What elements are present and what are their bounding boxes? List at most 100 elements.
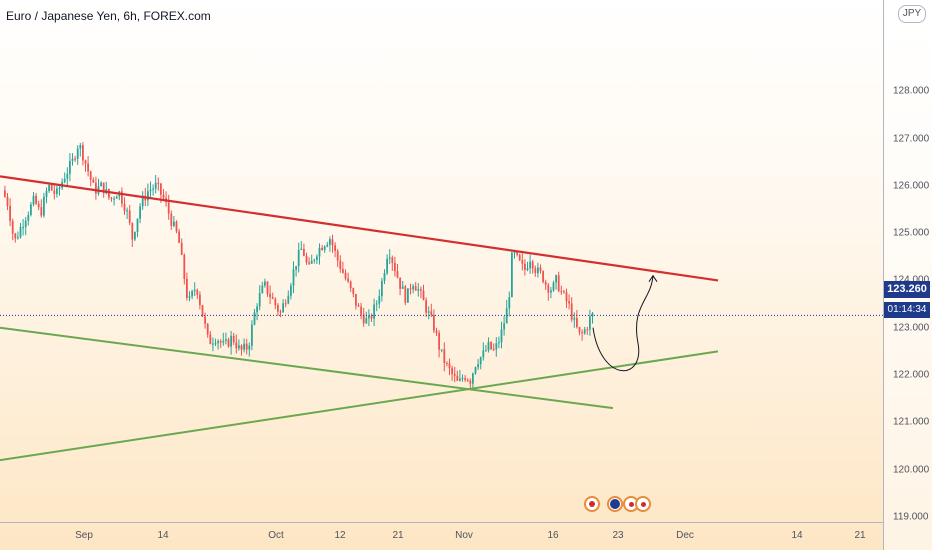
price-tick-label: 128.000 [893,85,930,97]
japan-flag-icon-2[interactable] [635,496,651,512]
candle-body [277,305,279,312]
candle-body [222,340,225,343]
price-tick-label: 123.000 [893,322,930,334]
candle-body [516,252,518,255]
candle-body [578,327,581,333]
candle-body [427,311,430,313]
time-tick-label: 14 [791,530,803,541]
candle-body [136,218,139,233]
candle-body [63,178,66,183]
candle-body [199,294,201,306]
candle-body [383,273,386,281]
candle-body [297,249,300,267]
candle-body [435,330,438,333]
candle-body [225,339,227,341]
candle-body [115,196,118,199]
candle-body [399,277,401,289]
candle-body [388,257,391,259]
candle-body [305,255,308,263]
candle-body [6,196,9,206]
candle-body [365,318,368,324]
candle-body [409,288,412,290]
candle-body [102,182,105,194]
projection-curve [592,275,654,371]
candle-body [531,261,534,269]
candle-body [269,293,271,298]
candle-body [22,227,24,229]
candle-body [180,242,183,255]
candle-body [360,306,362,315]
price-axis[interactable] [883,0,932,550]
candle-body [110,197,113,199]
candle-body [240,345,243,350]
resistance-trendline [0,175,719,282]
candle-body [414,286,417,291]
candle-body [113,198,115,200]
candle-body [160,183,162,195]
eu-flag-icon[interactable] [607,496,623,512]
candle-body [495,343,498,350]
candle-body [303,248,305,256]
candle-body [284,303,287,305]
chart-plot[interactable] [0,0,883,522]
event-flag-icon[interactable] [584,496,600,512]
candle-body [141,195,144,207]
candle-body [243,343,245,350]
candle-body [230,335,232,347]
candle-body [108,188,110,198]
projection-arrowhead [648,274,658,282]
candle-body [503,323,505,330]
candle-body [339,260,342,270]
candle-body [139,206,141,219]
candle-body [84,160,87,164]
candle-body [45,190,48,197]
candle-body [79,145,82,149]
candle-body [479,357,482,365]
candle-body [178,231,180,243]
candle-body [282,303,284,313]
rising-trendline [0,350,719,462]
time-tick-label: Oct [268,530,284,541]
candle-body [542,271,544,283]
candle-body [212,343,214,345]
candle-body [253,312,256,325]
candle-body [201,305,204,317]
candle-body [513,252,516,254]
candle-body [552,282,555,291]
candle-body [69,160,71,174]
candle-body [251,324,253,346]
candle-body [537,267,539,274]
candle-body [583,329,586,334]
candle-body [422,290,425,301]
candle-body [219,341,222,343]
candle-body [214,343,217,345]
candle-body [329,239,331,245]
candle-body [589,316,591,330]
candle-body [349,281,352,289]
candle-body [581,332,583,334]
candle-body [472,373,474,384]
time-tick-label: 23 [612,530,624,541]
candle-body [378,296,381,304]
candle-body [48,184,50,191]
candle-body [167,202,170,214]
current-price-label: 123.260 [884,281,930,298]
candle-body [227,339,230,347]
candle-body [191,291,193,297]
candle-body [266,281,269,294]
candle-body [27,215,30,221]
currency-badge[interactable]: JPY [898,5,926,23]
candle-body [355,293,357,306]
candle-body [352,288,355,294]
candle-body [370,316,373,319]
candle-body [440,349,443,351]
candle-body [547,284,550,293]
candle-body [526,268,529,270]
candle-body [58,187,61,189]
candle-body [568,301,570,304]
candle-body [17,237,19,239]
time-tick-label: 12 [334,530,346,541]
price-tick-label: 122.000 [893,369,930,381]
candle-body [256,306,258,313]
candle-body [396,271,399,278]
